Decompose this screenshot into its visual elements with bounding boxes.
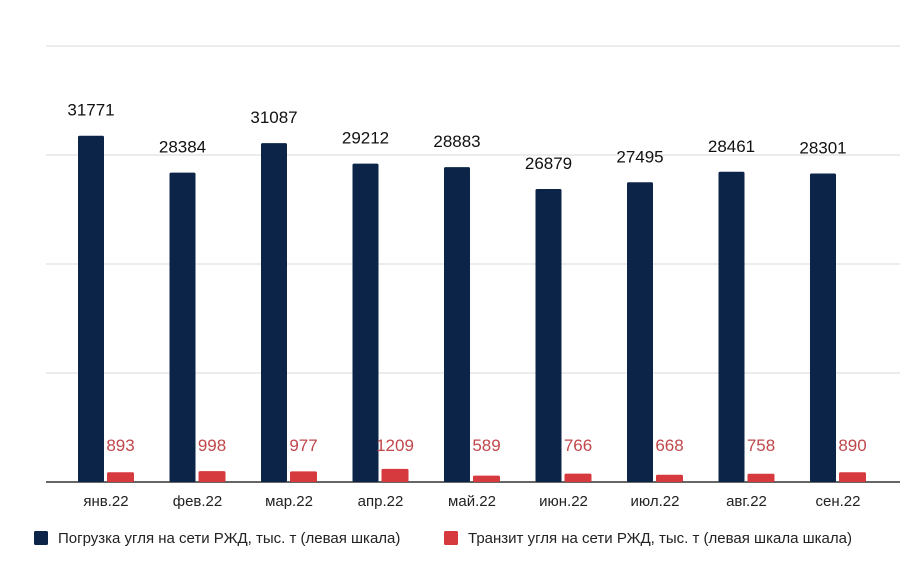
bar-coal-transit xyxy=(107,472,134,482)
bar-coal-transit xyxy=(381,468,409,482)
bar-coal-transit xyxy=(473,475,500,482)
legend-item-coal-transit: Транзит угля на сети РЖД, тыс. т (левая … xyxy=(444,530,852,547)
x-tick-label: июл.22 xyxy=(631,493,680,510)
x-tick-label: авг.22 xyxy=(726,493,767,510)
legend-item-coal-loading: Погрузка угля на сети РЖД, тыс. т (левая… xyxy=(34,530,400,547)
bar-coal-loading xyxy=(352,163,379,482)
bar-coal-loading xyxy=(627,182,653,482)
bar-coal-transit xyxy=(747,473,775,482)
bar-coal-loading xyxy=(169,172,196,483)
bar-coal-transit xyxy=(564,473,592,482)
data-labels-layer: 31771 893 28384 998 31087 977 29212 1209 28883 58… xyxy=(67,101,866,455)
legend: Погрузка угля на сети РЖД, тыс. т (левая… xyxy=(34,530,852,547)
bar-coal-loading xyxy=(535,189,562,482)
bar-coal-loading xyxy=(718,171,745,483)
x-tick-label: апр.22 xyxy=(358,493,404,510)
data-label-coal-transit: 1209 xyxy=(376,436,414,455)
bar-coal-loading xyxy=(261,143,287,482)
bar-coal-loading xyxy=(810,173,836,482)
bar-coal-transit xyxy=(656,474,683,482)
bars-layer xyxy=(78,135,866,483)
x-tick-label: май.22 xyxy=(448,493,496,510)
bar-coal-transit xyxy=(839,472,866,482)
data-label-coal-loading: 28461 xyxy=(708,137,755,156)
data-label-coal-transit: 890 xyxy=(838,436,866,455)
x-tick-label: сен.22 xyxy=(816,493,861,510)
data-label-coal-loading: 26879 xyxy=(525,154,572,173)
x-tick-label: янв.22 xyxy=(83,493,128,510)
x-axis-ticks: янв.22 фев.22 мар.22 апр.22 май.22 июн.22 июл.… xyxy=(83,493,860,510)
data-label-coal-transit: 766 xyxy=(564,436,592,455)
bar-coal-loading xyxy=(444,167,470,482)
data-label-coal-transit: 668 xyxy=(655,436,683,455)
data-label-coal-loading: 31771 xyxy=(67,101,114,120)
data-label-coal-loading: 29212 xyxy=(342,129,389,148)
legend-swatch xyxy=(444,531,458,545)
x-tick-label: мар.22 xyxy=(265,493,313,510)
x-tick-label: фев.22 xyxy=(173,493,223,510)
data-label-coal-loading: 28301 xyxy=(799,139,846,158)
legend-label: Транзит угля на сети РЖД, тыс. т (левая … xyxy=(468,530,852,547)
data-label-coal-loading: 28384 xyxy=(159,138,206,157)
data-label-coal-loading: 31087 xyxy=(250,108,297,127)
bar-coal-loading xyxy=(78,135,104,482)
data-label-coal-transit: 998 xyxy=(198,436,226,455)
data-label-coal-transit: 758 xyxy=(747,436,775,455)
bar-coal-transit xyxy=(198,471,226,482)
data-label-coal-transit: 893 xyxy=(106,436,134,455)
data-label-coal-transit: 977 xyxy=(289,436,317,455)
legend-label: Погрузка угля на сети РЖД, тыс. т (левая… xyxy=(58,530,400,547)
data-label-coal-loading: 27495 xyxy=(616,147,663,166)
x-tick-label: июн.22 xyxy=(539,493,588,510)
bar-coal-transit xyxy=(290,471,317,482)
legend-swatch xyxy=(34,531,48,545)
data-label-coal-transit: 589 xyxy=(472,436,500,455)
data-label-coal-loading: 28883 xyxy=(433,132,480,151)
